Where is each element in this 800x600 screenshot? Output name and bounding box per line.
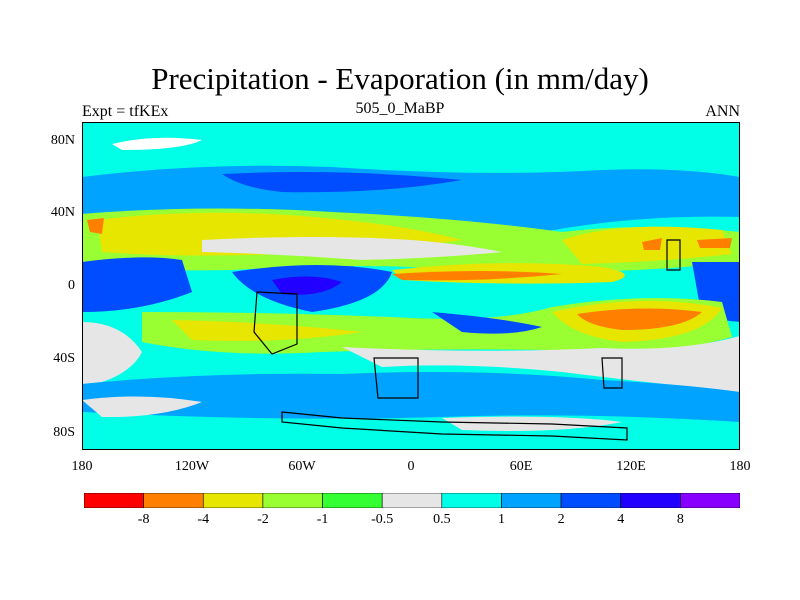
subtropic-neutral [202,237,502,260]
south-pacific-blue [432,312,542,334]
arctic-white-patch [112,137,202,150]
colorbar-swatch [680,493,740,508]
continent-outline-australia [601,357,623,389]
plot-subtitle: 505_0_MaBP [355,100,445,117]
y-tick-40n: 40N [50,205,75,220]
south-dry-core [172,320,362,341]
s-pacific-grey [342,336,740,392]
colorbar-label: 0.5 [433,512,451,527]
y-tick-80s: 80S [53,425,75,440]
colorbar-swatch [620,493,681,508]
colorbar-swatch [381,493,443,508]
x-tick-60e: 60E [509,459,533,474]
orange-spot-2 [642,238,662,250]
experiment-label: Expt = tfKEx [82,103,169,120]
s-america-grey [82,322,142,384]
north-wet-core [222,172,462,193]
season-label: ANN [705,103,740,120]
orange-spot-3 [697,238,732,248]
y-tick-80n: 80N [50,133,75,148]
colorbar-label: -4 [197,512,210,527]
colorbar-swatch [202,493,264,508]
colorbar-swatch [143,493,204,508]
x-tick-180e: 180 [729,459,751,474]
colorbar-swatch [560,493,622,508]
pe-map [82,122,740,450]
continent-outline-asia [666,239,681,271]
south-storm-track [82,372,740,422]
antarctic-band [82,422,740,450]
colorbar-label: -1 [316,512,329,527]
x-tick-60w: 60W [288,459,316,474]
colorbar-label: 2 [557,512,565,527]
continent-outline-africa [373,357,419,399]
colorbar-label: -2 [257,512,269,527]
orange-spot-1 [87,218,104,234]
colorbar-label: 1 [497,512,505,527]
continent-outline-americas [253,291,298,355]
antarctic-grey [82,396,202,418]
continent-outline-south [281,411,628,441]
colorbar-swatch [441,493,502,508]
colorbar [84,493,740,508]
x-tick-180w: 180 [71,459,93,474]
y-tick-40s: 40S [53,351,75,366]
x-tick-120w: 120W [174,459,210,474]
indian-orange [577,308,702,330]
colorbar-swatch [262,493,323,508]
colorbar-swatch [322,493,383,508]
eq-orange-streak [392,271,562,281]
colorbar-swatch [501,493,562,508]
colorbar-label: -8 [137,512,150,527]
plot-title: Precipitation - Evaporation (in mm/day) [151,61,649,96]
arctic-band [82,122,740,172]
colorbar-label: 4 [617,512,625,527]
x-tick-120e: 120E [616,459,646,474]
itcz-west [82,257,192,312]
x-tick-0: 0 [407,459,415,474]
itcz-max [272,276,342,295]
colorbar-label: 8 [676,512,684,527]
colorbar-label: -0.5 [371,512,394,527]
y-tick-0: 0 [68,278,75,293]
colorbar-swatch [84,493,144,508]
